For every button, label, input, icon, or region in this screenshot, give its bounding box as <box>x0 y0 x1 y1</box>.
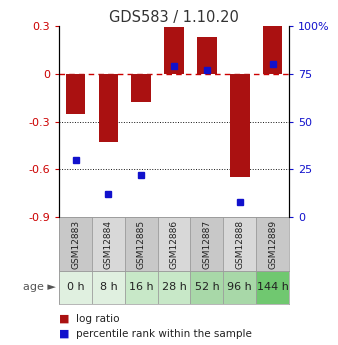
Text: 96 h: 96 h <box>227 282 252 292</box>
Bar <box>191 217 223 271</box>
Bar <box>131 74 151 102</box>
Bar <box>191 271 223 304</box>
Bar <box>59 271 92 304</box>
Text: GSM12885: GSM12885 <box>137 219 146 269</box>
Bar <box>223 271 256 304</box>
Bar <box>66 74 86 114</box>
Text: 8 h: 8 h <box>99 282 117 292</box>
Text: 144 h: 144 h <box>257 282 289 292</box>
Bar <box>125 271 158 304</box>
Text: 0 h: 0 h <box>67 282 84 292</box>
Bar <box>263 26 283 74</box>
Bar <box>92 271 125 304</box>
Bar <box>158 217 191 271</box>
Text: GSM12888: GSM12888 <box>235 219 244 269</box>
Bar <box>223 217 256 271</box>
Bar <box>164 28 184 74</box>
Bar <box>125 217 158 271</box>
Text: GSM12886: GSM12886 <box>170 219 178 269</box>
Bar <box>256 217 289 271</box>
Bar <box>197 37 217 74</box>
Text: 52 h: 52 h <box>195 282 219 292</box>
Bar <box>256 271 289 304</box>
Bar <box>99 74 118 142</box>
Text: percentile rank within the sample: percentile rank within the sample <box>76 329 252 339</box>
Text: GSM12887: GSM12887 <box>202 219 211 269</box>
Bar <box>230 74 249 177</box>
Text: 16 h: 16 h <box>129 282 153 292</box>
Title: GDS583 / 1.10.20: GDS583 / 1.10.20 <box>109 10 239 25</box>
Bar <box>158 271 191 304</box>
Bar <box>59 217 92 271</box>
Text: GSM12883: GSM12883 <box>71 219 80 269</box>
Text: GSM12889: GSM12889 <box>268 219 277 269</box>
Bar <box>92 217 125 271</box>
Text: 28 h: 28 h <box>162 282 187 292</box>
Text: GSM12884: GSM12884 <box>104 219 113 269</box>
Text: ■: ■ <box>59 329 70 339</box>
Text: log ratio: log ratio <box>76 314 120 324</box>
Text: age ►: age ► <box>23 282 56 292</box>
Text: ■: ■ <box>59 314 70 324</box>
